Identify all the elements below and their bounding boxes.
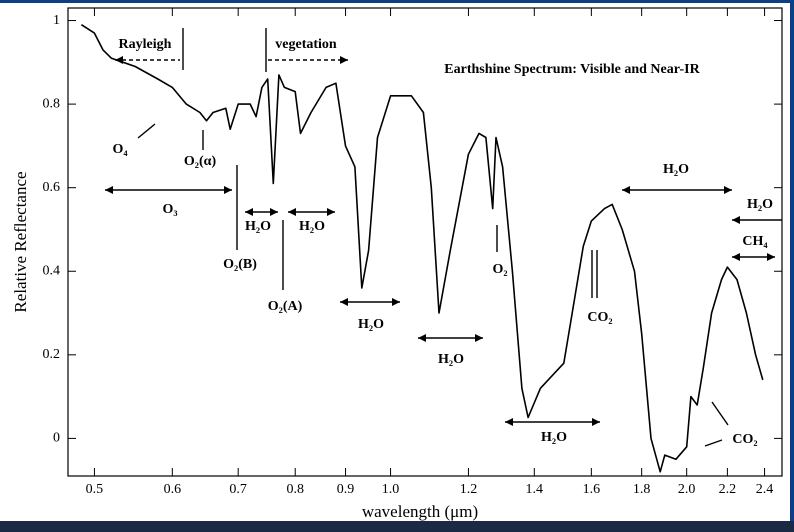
annotation: O₂(B) [223, 257, 257, 272]
bottom-strip [0, 521, 794, 532]
annotation: H₂O [299, 219, 325, 234]
y-tick-label: 0.2 [43, 347, 61, 362]
annotation: vegetation [275, 37, 337, 52]
panel [0, 3, 790, 521]
x-tick-label: 2.4 [756, 482, 774, 497]
x-tick-label: 0.9 [337, 482, 355, 497]
x-tick-label: 0.7 [229, 482, 247, 497]
annotation: H₂O [245, 219, 271, 234]
y-tick-label: 0.6 [43, 180, 61, 195]
chart: Earthshine Spectrum: Visible and Near-IR… [0, 0, 794, 532]
annotation: CO₂ [587, 310, 612, 325]
y-tick-label: 1 [53, 13, 60, 28]
x-tick-label: 1.0 [382, 482, 400, 497]
annotation: O₂(α) [184, 154, 217, 169]
x-tick-label: 1.4 [526, 482, 544, 497]
x-tick-label: 1.6 [583, 482, 601, 497]
annotation: CO₂ [732, 432, 757, 447]
annotation: Rayleigh [119, 37, 172, 52]
x-tick-label: 0.6 [164, 482, 182, 497]
annotation: O₂ [492, 262, 507, 277]
annotation: O₃ [162, 202, 177, 217]
annotation: CH₄ [742, 234, 768, 249]
x-tick-label: 0.5 [86, 482, 104, 497]
x-axis-label: wavelength (μm) [362, 502, 478, 521]
y-axis-label: Relative Reflectance [11, 171, 30, 312]
page: Earthshine Spectrum: Visible and Near-IR… [0, 0, 794, 532]
annotation: O₂(A) [268, 299, 303, 314]
x-tick-label: 2.0 [678, 482, 696, 497]
annotation: H₂O [663, 162, 689, 177]
chart-title: Earthshine Spectrum: Visible and Near-IR [444, 62, 700, 77]
y-tick-label: 0 [53, 431, 60, 446]
annotation: H₂O [438, 352, 464, 367]
y-tick-label: 0.4 [43, 263, 61, 278]
annotation: O₄ [112, 142, 128, 157]
x-tick-label: 2.2 [719, 482, 737, 497]
annotation: H₂O [541, 430, 567, 445]
y-tick-label: 0.8 [43, 96, 61, 111]
annotation: H₂O [358, 317, 384, 332]
annotation: H₂O [747, 197, 773, 212]
x-tick-label: 1.2 [460, 482, 478, 497]
x-tick-label: 0.8 [286, 482, 304, 497]
x-tick-label: 1.8 [633, 482, 651, 497]
